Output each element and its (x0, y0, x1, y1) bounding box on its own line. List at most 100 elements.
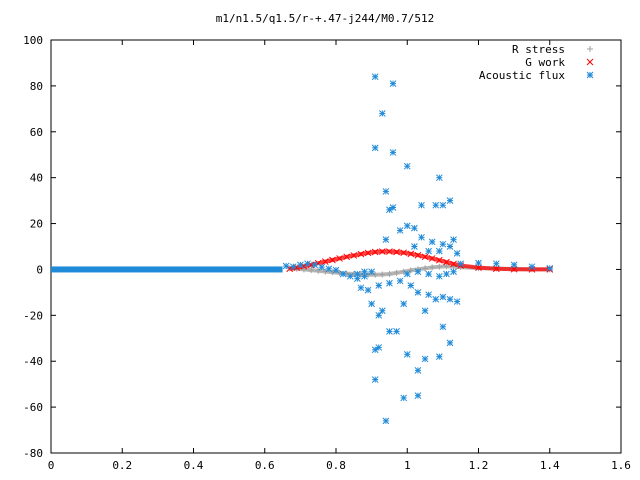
x-axis-ticks: 0 0.2 0.4 0.6 0.8 1 1.2 1.4 1.6 (48, 40, 631, 472)
star-marker-b (311, 261, 318, 269)
legend-marker (586, 71, 594, 79)
data-point (368, 300, 375, 308)
y-tick-label: 80 (30, 80, 43, 93)
star-marker-b (368, 268, 375, 276)
star-marker-b (378, 110, 386, 117)
data-point (386, 328, 393, 335)
star-marker-b (414, 392, 422, 399)
y-tick-label: 20 (30, 218, 43, 231)
star-marker-b (546, 264, 554, 272)
star-marker-b (450, 236, 457, 243)
data-point (375, 344, 383, 351)
data-point (510, 261, 518, 269)
star-marker-b (475, 259, 482, 267)
star-marker-b (435, 353, 443, 360)
star-marker-b (368, 300, 375, 308)
data-point (389, 80, 397, 87)
data-point (546, 264, 554, 272)
data-point (403, 350, 411, 358)
data-point (411, 224, 418, 232)
star-marker-b (439, 240, 447, 248)
star-marker-b (450, 268, 457, 276)
data-point (414, 289, 422, 296)
star-marker-b (371, 144, 379, 152)
data-point (297, 261, 304, 269)
star-marker-b (339, 270, 347, 278)
data-point (475, 259, 482, 267)
data-point (446, 339, 454, 347)
legend-marker (586, 58, 594, 66)
data-point (439, 293, 447, 301)
data-point (368, 268, 375, 276)
star-marker-b (318, 263, 326, 271)
star-marker-b (403, 222, 411, 230)
data-point (382, 417, 390, 425)
star-marker-b (389, 204, 397, 211)
star-marker-b (400, 394, 408, 402)
data-point (425, 270, 432, 278)
data-point (435, 247, 443, 255)
data-point (492, 260, 500, 268)
acoustic-flux-baseline-band (51, 266, 283, 273)
y-axis-ticks: -80 -60 -40 -20 0 20 40 60 80 100 (23, 34, 621, 460)
data-point (403, 270, 411, 278)
y-tick-label: 60 (30, 126, 43, 139)
star-marker-b (446, 197, 454, 204)
star-marker-b (378, 307, 386, 315)
data-point (432, 201, 440, 209)
y-tick-label: -40 (23, 355, 43, 368)
star-marker-b (421, 307, 429, 315)
data-point (439, 323, 447, 331)
data-point (414, 367, 422, 374)
star-marker-b (361, 272, 368, 280)
data-point (435, 174, 443, 182)
star-marker-b (432, 201, 440, 209)
data-point (378, 307, 386, 315)
x-tick-label: 0 (48, 459, 55, 472)
data-point (435, 272, 443, 280)
data-point (403, 162, 411, 170)
data-point (425, 247, 432, 255)
data-point (446, 197, 454, 204)
data-point (450, 236, 457, 243)
plot-data (51, 73, 554, 425)
data-point (389, 204, 397, 211)
series-acoustic-flux (282, 73, 554, 425)
data-point (304, 260, 311, 268)
data-point (318, 263, 326, 271)
star-marker-b (382, 236, 390, 243)
star-marker-b (371, 376, 379, 383)
star-marker-b (510, 261, 518, 269)
data-point (418, 201, 425, 209)
data-point (371, 376, 379, 383)
star-marker-b (382, 417, 390, 425)
data-point (453, 298, 461, 305)
star-marker-b (425, 291, 432, 299)
y-tick-label: -60 (23, 401, 43, 414)
star-marker-b (282, 262, 290, 270)
star-marker-b (371, 73, 379, 81)
data-point (382, 188, 390, 195)
star-marker-b (453, 298, 461, 305)
star-marker-b (357, 284, 365, 292)
data-point (425, 291, 432, 299)
y-tick-label: 40 (30, 172, 43, 185)
data-point (371, 73, 379, 81)
data-point (393, 328, 400, 335)
star-marker-b (289, 263, 297, 271)
star-marker-b (439, 323, 447, 331)
star-marker-b (411, 243, 418, 250)
data-point (371, 346, 379, 354)
star-marker-b (418, 233, 425, 241)
data-point (332, 266, 340, 274)
series-g-work (286, 248, 554, 273)
y-tick-label: 100 (23, 34, 43, 47)
legend-label: G work (525, 56, 565, 69)
star-marker-b (411, 224, 418, 232)
data-point (439, 201, 447, 209)
x-tick-label: 1.2 (469, 459, 489, 472)
star-marker-b (382, 188, 390, 195)
data-point (421, 355, 429, 363)
